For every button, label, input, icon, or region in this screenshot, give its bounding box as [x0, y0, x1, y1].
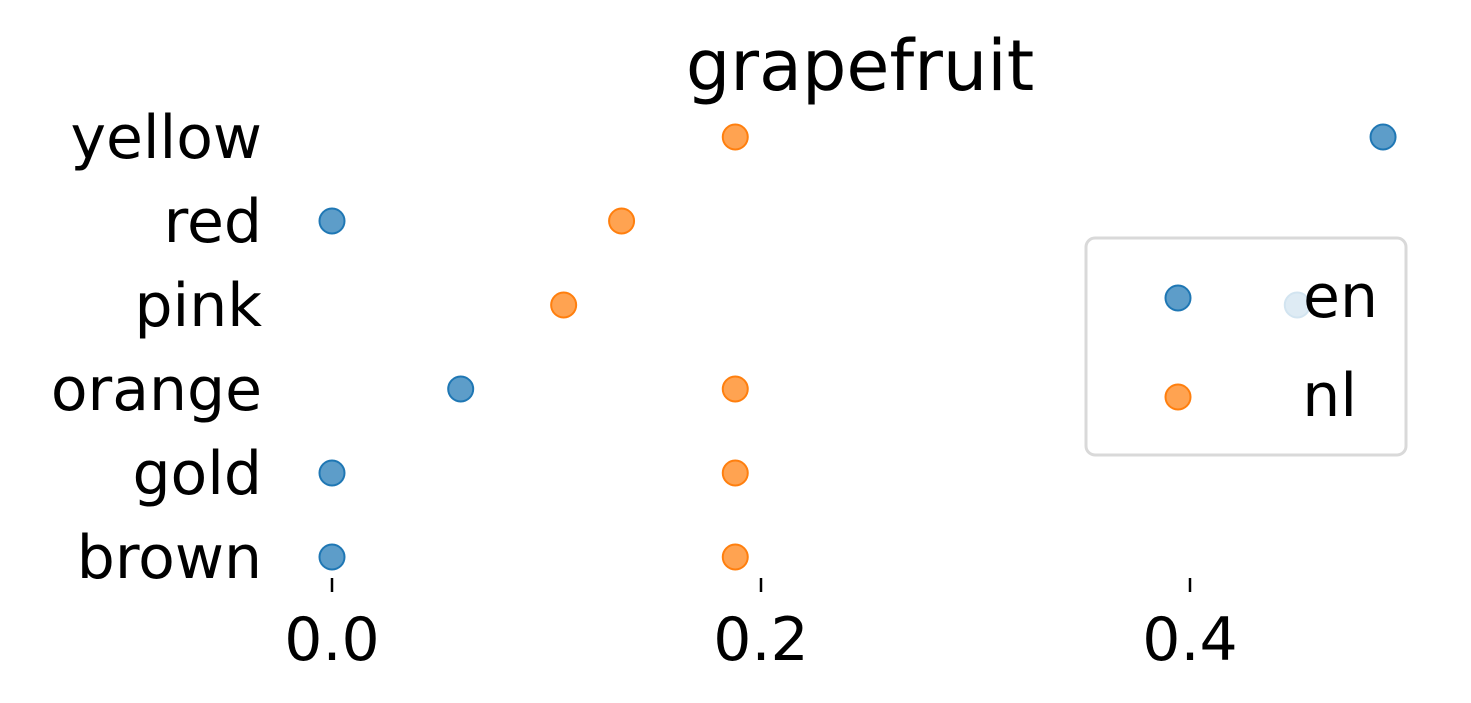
chart-title: grapefruit [686, 25, 1034, 107]
x-tick-label: 0.2 [713, 605, 808, 675]
category-label-orange: orange [51, 355, 262, 425]
point-en-gold [318, 459, 346, 487]
point-en-brown [318, 543, 346, 571]
x-tick-label: 0.0 [284, 605, 379, 675]
category-label-red: red [164, 187, 262, 257]
legend: en nl [1084, 236, 1408, 457]
legend-label-en: en [1303, 262, 1378, 332]
x-tick-label: 0.4 [1142, 605, 1237, 675]
point-en-yellow [1369, 123, 1397, 151]
legend-label-nl: nl [1302, 361, 1357, 431]
category-label-gold: gold [132, 439, 262, 509]
category-labels: yellow red pink orange gold brown [51, 103, 262, 593]
point-nl-yellow [721, 123, 749, 151]
point-nl-brown [721, 543, 749, 571]
point-en-orange [447, 375, 475, 403]
x-axis-ticks: 0.0 0.2 0.4 [284, 578, 1238, 675]
legend-marker-en [1164, 284, 1192, 312]
point-nl-red [608, 207, 636, 235]
point-nl-gold [721, 459, 749, 487]
category-label-yellow: yellow [70, 103, 262, 173]
legend-marker-nl [1164, 383, 1192, 411]
point-en-red [318, 207, 346, 235]
category-label-brown: brown [77, 523, 262, 593]
point-nl-orange [721, 375, 749, 403]
point-nl-pink [550, 291, 578, 319]
category-label-pink: pink [134, 271, 262, 341]
